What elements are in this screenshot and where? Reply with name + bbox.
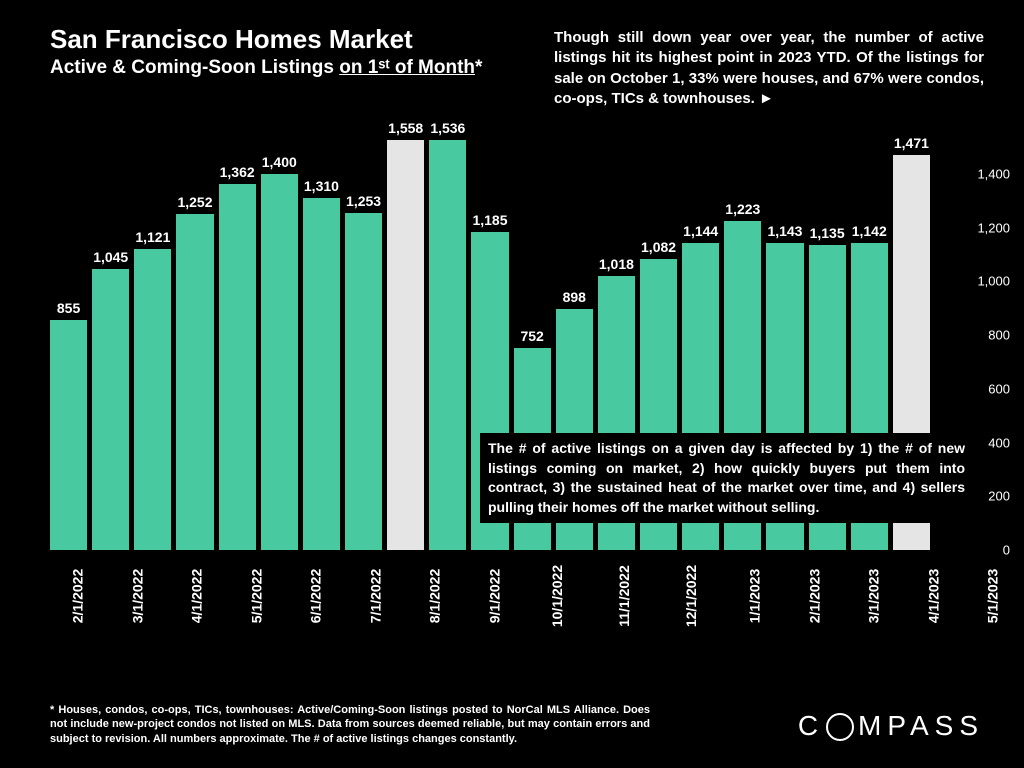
bar-wrap: 1,253	[345, 120, 382, 550]
x-axis-label: 8/1/2022	[426, 569, 442, 624]
bar-wrap: 1,045	[92, 120, 129, 550]
subtitle-suffix: *	[475, 57, 482, 78]
bar-value-label: 1,400	[262, 154, 297, 170]
bar	[176, 214, 213, 550]
note-box: The # of active listings on a given day …	[480, 433, 973, 523]
subtitle-underlined: on 1ˢᵗ of Month	[339, 57, 475, 78]
compass-logo: C MPASS	[798, 710, 984, 742]
y-axis-label: 400	[988, 435, 1010, 450]
x-axis-label: 1/1/2023	[746, 569, 762, 624]
bar-wrap: 1,121	[134, 120, 171, 550]
bar-value-label: 1,121	[135, 229, 170, 245]
bar-value-label: 1,135	[810, 225, 845, 241]
bar-value-label: 1,185	[472, 212, 507, 228]
bar-wrap: 1,536	[429, 120, 466, 550]
bar-value-label: 752	[520, 328, 543, 344]
y-axis-label: 600	[988, 381, 1010, 396]
bar	[429, 140, 466, 550]
x-axis-label: 3/1/2022	[129, 569, 145, 624]
bar-wrap: 1,558	[387, 120, 424, 550]
bar-value-label: 1,310	[304, 178, 339, 194]
y-axis-label: 200	[988, 489, 1010, 504]
bar-value-label: 1,045	[93, 249, 128, 265]
bar	[345, 213, 382, 550]
bar-wrap: 1,310	[303, 120, 340, 550]
y-axis-label: 1,400	[977, 166, 1010, 181]
x-axis-label: 7/1/2022	[367, 569, 383, 624]
chart-subtitle: Active & Coming-Soon Listings on 1ˢᵗ of …	[50, 57, 482, 79]
x-axis-label: 6/1/2022	[307, 569, 323, 624]
bar-value-label: 1,536	[430, 120, 465, 136]
y-axis-label: 0	[1003, 543, 1010, 558]
bar-value-label: 1,143	[767, 223, 802, 239]
bar	[219, 184, 256, 550]
bar-wrap: 1,252	[176, 120, 213, 550]
bar-chart: 855 1,045 1,121 1,252 1,362 1,400 1,310 1,253 1,…	[50, 120, 970, 620]
bar-wrap: 855	[50, 120, 87, 550]
x-axis-label: 4/1/2023	[925, 569, 941, 624]
bar	[261, 174, 298, 550]
x-axis-label: 3/1/2023	[865, 569, 881, 624]
bar-value-label: 1,018	[599, 256, 634, 272]
chart-title: San Francisco Homes Market	[50, 24, 482, 55]
x-axis-label: 12/1/2022	[683, 565, 699, 627]
x-axis-label: 2/1/2022	[69, 569, 85, 624]
bar-wrap: 1,362	[219, 120, 256, 550]
bar-value-label: 1,082	[641, 239, 676, 255]
bar-value-label: 898	[563, 289, 586, 305]
y-axis-label: 1,200	[977, 220, 1010, 235]
x-axis-label: 9/1/2022	[486, 569, 502, 624]
y-axis-label: 1,000	[977, 274, 1010, 289]
title-block: San Francisco Homes Market Active & Comi…	[50, 24, 482, 79]
x-axis-label: 5/1/2022	[248, 569, 264, 624]
bar-value-label: 1,558	[388, 120, 423, 136]
bar-value-label: 1,471	[894, 135, 929, 151]
bar-value-label: 1,142	[852, 223, 887, 239]
x-axis-label: 10/1/2022	[549, 565, 565, 627]
bar	[92, 269, 129, 550]
logo-circle-icon	[826, 713, 854, 741]
x-axis-label: 4/1/2022	[188, 569, 204, 624]
y-axis-label: 800	[988, 328, 1010, 343]
bar	[303, 198, 340, 550]
commentary-text: Though still down year over year, the nu…	[554, 28, 984, 109]
logo-text: MPASS	[858, 710, 984, 742]
bar-value-label: 1,223	[725, 201, 760, 217]
bar-value-label: 1,144	[683, 223, 718, 239]
x-axis-label: 11/1/2022	[616, 565, 632, 627]
bar	[50, 320, 87, 550]
bar	[387, 140, 424, 550]
bar	[134, 249, 171, 550]
footnote-text: * Houses, condos, co-ops, TICs, townhous…	[50, 703, 650, 746]
x-axis: 2/1/20223/1/20224/1/20225/1/20226/1/2022…	[50, 560, 930, 604]
bar-value-label: 1,253	[346, 193, 381, 209]
x-axis-label: 2/1/2023	[806, 569, 822, 624]
logo-prefix: C	[798, 710, 824, 742]
bar-wrap: 1,400	[261, 120, 298, 550]
bar-value-label: 1,252	[177, 194, 212, 210]
bar-value-label: 1,362	[220, 164, 255, 180]
subtitle-prefix: Active & Coming-Soon Listings	[50, 57, 339, 78]
x-axis-label: 5/1/2023	[984, 569, 1000, 624]
bar-value-label: 855	[57, 300, 80, 316]
